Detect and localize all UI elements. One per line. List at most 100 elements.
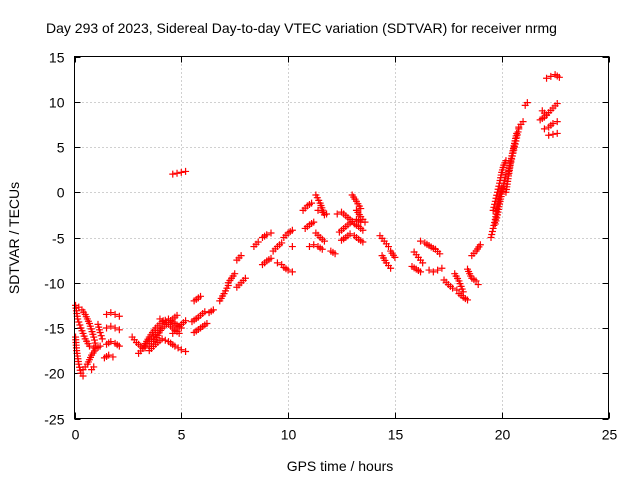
data-segment (100, 351, 117, 362)
data-point (425, 266, 433, 274)
data-segment (545, 129, 561, 139)
data-point (549, 130, 557, 138)
data-point-interp (493, 191, 501, 199)
chart-title: Day 293 of 2023, Sidereal Day-to-day VTE… (46, 20, 557, 36)
data-point (107, 338, 115, 346)
data-segment (205, 306, 217, 317)
data-point (519, 118, 527, 126)
data-point (491, 220, 499, 228)
data-segment (425, 264, 446, 276)
data-point-interp (501, 176, 509, 184)
data-point (98, 335, 106, 343)
data-point (197, 292, 205, 300)
data-point (438, 264, 446, 272)
data-segment (188, 308, 209, 326)
data-point (107, 309, 115, 317)
data-point-interp (488, 230, 496, 238)
data-point (476, 241, 484, 249)
data-segment (94, 320, 106, 343)
data-point (357, 205, 365, 213)
data-point (182, 348, 190, 356)
data-point (231, 270, 239, 278)
data-point (177, 346, 185, 354)
data-segment (169, 317, 190, 337)
data-point (175, 329, 183, 337)
data-point (434, 266, 442, 274)
grid-layer (74, 56, 609, 419)
x-tick-label: 20 (495, 427, 511, 443)
data-segment (348, 191, 365, 213)
plot-frame (74, 56, 609, 419)
data-point-interp (161, 336, 169, 344)
data-point (107, 322, 115, 330)
data-point (318, 245, 326, 253)
data-point-interp (493, 214, 501, 222)
x-tick-label: 5 (178, 427, 186, 443)
data-point (310, 241, 318, 249)
data-segment (504, 129, 521, 178)
data-point-interp (514, 128, 522, 136)
data-point (453, 286, 461, 294)
data-point (346, 230, 354, 238)
data-segment (139, 315, 185, 352)
data-point-interp (488, 227, 496, 235)
x-tick-label: 25 (602, 427, 618, 443)
data-point (314, 206, 322, 214)
data-point (288, 243, 296, 251)
data-point (523, 99, 531, 107)
data-point (553, 100, 561, 108)
data-point (436, 250, 444, 258)
data-segment (258, 229, 275, 241)
data-point (361, 218, 369, 226)
data-point (96, 342, 104, 350)
data-segment (455, 290, 472, 304)
data-point-interp (490, 221, 498, 229)
data-point-interp (91, 339, 99, 347)
data-point (115, 312, 123, 320)
data-point (201, 308, 209, 316)
data-point (288, 226, 296, 234)
data-point (308, 199, 316, 207)
data-segment (305, 241, 326, 253)
data-segment (169, 167, 190, 178)
data-point (553, 118, 561, 126)
data-segment (521, 99, 531, 109)
data-segment (280, 263, 296, 276)
data-point (288, 268, 296, 276)
data-segment (387, 247, 399, 261)
data-point-interp (75, 318, 83, 326)
data-segment (88, 363, 98, 374)
data-segment (333, 208, 367, 234)
data-segment (440, 276, 461, 294)
data-segment (299, 199, 316, 214)
data-point (111, 310, 119, 318)
data-point (111, 324, 119, 332)
data-point (545, 131, 553, 139)
data-segment (103, 309, 123, 320)
data-segment (145, 335, 190, 356)
data-segment (378, 252, 395, 272)
data-point (493, 188, 501, 196)
data-point-interp (174, 344, 182, 352)
y-tick-label: -25 (44, 412, 64, 428)
data-point (549, 119, 557, 127)
data-segment (258, 254, 275, 269)
data-segment (250, 238, 262, 251)
x-axis-label: GPS time / hours (287, 458, 394, 474)
data-segment (103, 322, 123, 334)
data-point (555, 73, 563, 81)
data-point (359, 226, 367, 234)
data-point (85, 342, 93, 350)
data-segment (538, 107, 551, 119)
y-tick-label: 5 (57, 140, 65, 156)
data-segment (103, 338, 123, 350)
data-point-interp (490, 203, 498, 211)
data-point (513, 129, 521, 137)
data-point (543, 111, 551, 119)
data-point (173, 311, 181, 319)
data-point (310, 218, 318, 226)
data-point (203, 319, 211, 327)
data-point (323, 210, 331, 218)
data-point-interp (492, 217, 500, 225)
data-point (237, 252, 245, 260)
